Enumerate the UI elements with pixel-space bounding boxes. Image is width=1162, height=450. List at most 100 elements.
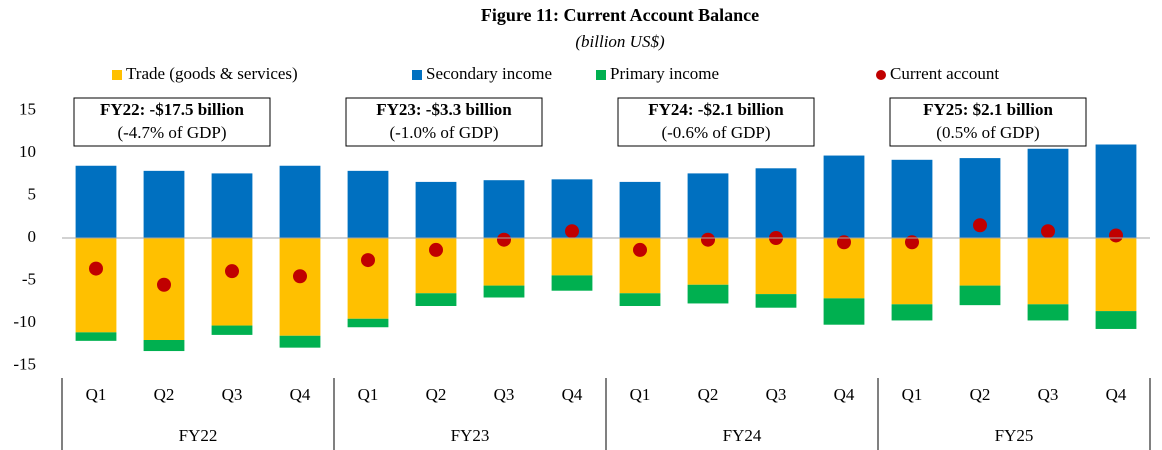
legend-label: Primary income <box>610 64 719 83</box>
bar <box>1095 238 1137 312</box>
annotation-box <box>345 97 543 147</box>
bar <box>551 238 593 276</box>
dot <box>633 242 647 257</box>
x-tick-label: Q2 <box>698 385 719 404</box>
dot <box>1109 228 1123 243</box>
x-tick-label: Q3 <box>222 385 243 404</box>
bar <box>415 293 457 306</box>
bar <box>1095 144 1137 238</box>
x-tick-label: Q2 <box>154 385 175 404</box>
annotation-text: (-4.7% of GDP) <box>117 123 226 142</box>
bar <box>75 165 117 238</box>
bar <box>415 181 457 238</box>
bar <box>1027 238 1069 305</box>
bar <box>755 294 797 308</box>
annotation-text: (0.5% of GDP) <box>936 123 1039 142</box>
x-tick-label: Q3 <box>494 385 515 404</box>
group-label: FY22 <box>179 426 218 445</box>
dot <box>429 242 443 257</box>
y-tick-label: -15 <box>13 354 36 373</box>
bar <box>687 284 729 304</box>
legend-label: Secondary income <box>426 64 552 83</box>
bar <box>211 325 253 335</box>
x-tick-label: Q2 <box>970 385 991 404</box>
dot <box>89 261 103 276</box>
bar <box>1027 148 1069 238</box>
y-tick-label: 15 <box>19 99 36 118</box>
bar <box>143 170 185 238</box>
dot <box>361 253 375 268</box>
x-tick-label: Q3 <box>766 385 787 404</box>
annotation-text: (-1.0% of GDP) <box>389 123 498 142</box>
dot <box>157 277 171 292</box>
legend-swatch <box>596 70 606 80</box>
x-tick-label: Q1 <box>902 385 923 404</box>
y-tick-label: 0 <box>28 227 37 246</box>
bar <box>823 298 865 325</box>
bar <box>143 340 185 352</box>
bar <box>619 293 661 306</box>
x-tick-label: Q3 <box>1038 385 1059 404</box>
dot <box>225 264 239 279</box>
bar <box>75 238 117 333</box>
legend-swatch <box>112 70 122 80</box>
y-tick-label: -10 <box>13 312 36 331</box>
dot <box>497 232 511 247</box>
group-label: FY23 <box>451 426 490 445</box>
x-tick-label: Q4 <box>290 385 311 404</box>
bar <box>279 238 321 336</box>
dot <box>293 269 307 284</box>
legend-swatch <box>876 70 886 80</box>
bar <box>1027 304 1069 321</box>
annotation-title: FY25: $2.1 billion <box>923 100 1053 119</box>
bar <box>891 159 933 238</box>
dot <box>701 232 715 247</box>
dot <box>973 218 987 233</box>
dot <box>565 224 579 239</box>
annotation-box <box>617 97 815 147</box>
dot <box>1041 224 1055 239</box>
annotation-box <box>73 97 271 147</box>
annotation-title: FY24: -$2.1 billion <box>648 100 784 119</box>
bar <box>347 238 389 319</box>
bar <box>687 173 729 238</box>
bar <box>619 181 661 238</box>
group-label: FY25 <box>995 426 1034 445</box>
bar <box>211 238 253 326</box>
bar <box>823 155 865 238</box>
x-tick-label: Q1 <box>630 385 651 404</box>
bar <box>347 170 389 238</box>
bar <box>891 304 933 321</box>
bar <box>959 285 1001 306</box>
chart-subtitle: (billion US$) <box>575 32 665 51</box>
legend-label: Current account <box>890 64 999 83</box>
bar <box>347 318 389 328</box>
bar <box>551 275 593 291</box>
x-tick-label: Q2 <box>426 385 447 404</box>
group-label: FY24 <box>723 426 762 445</box>
dot <box>837 235 851 250</box>
bar <box>755 238 797 295</box>
annotation-text: (-0.6% of GDP) <box>661 123 770 142</box>
bar <box>279 165 321 238</box>
y-tick-label: 5 <box>28 184 37 203</box>
bar <box>75 332 117 341</box>
legend-swatch <box>412 70 422 80</box>
y-tick-label: -5 <box>22 269 36 288</box>
chart-title: Figure 11: Current Account Balance <box>481 5 759 25</box>
bar <box>959 238 1001 286</box>
annotation-title: FY23: -$3.3 billion <box>376 100 512 119</box>
dot <box>905 235 919 250</box>
x-tick-label: Q4 <box>834 385 855 404</box>
annotation-box <box>889 97 1087 147</box>
annotation-title: FY22: -$17.5 billion <box>100 100 245 119</box>
bar <box>279 335 321 348</box>
bar <box>483 180 525 238</box>
bar <box>483 285 525 298</box>
x-tick-label: Q1 <box>358 385 379 404</box>
legend-label: Trade (goods & services) <box>126 64 298 83</box>
x-tick-label: Q4 <box>562 385 583 404</box>
bar <box>1095 311 1137 329</box>
bar <box>211 173 253 238</box>
